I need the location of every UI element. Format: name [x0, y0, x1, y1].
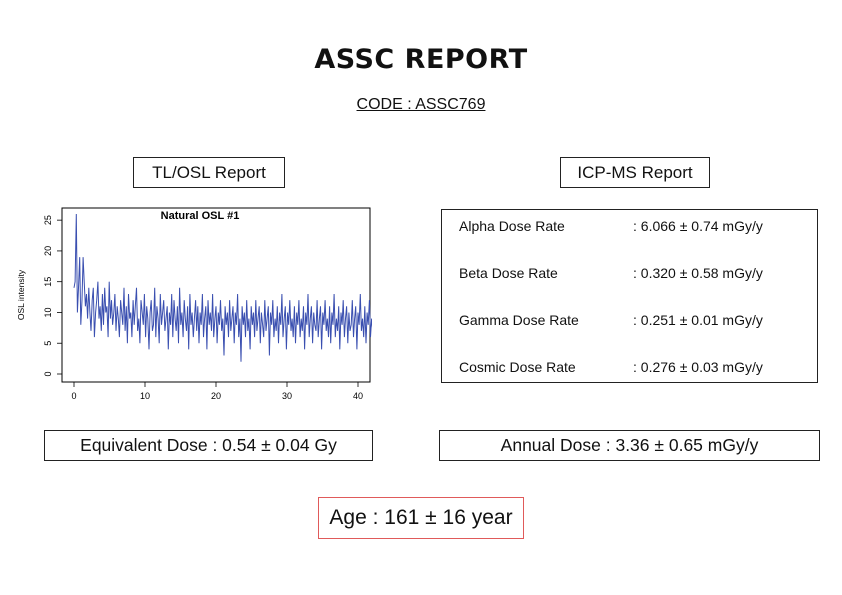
y-tick-label: 15 — [43, 277, 53, 287]
osl-chart: 0 5 10 15 20 25 0 10 20 30 40 OSL intensity Natural … — [16, 207, 372, 401]
rate-value: : 0.251 ± 0.01 mGy/y — [633, 312, 763, 328]
rate-label: Beta Dose Rate — [459, 265, 558, 281]
age-result: Age : 161 ± 16 year — [318, 497, 524, 539]
tl-osl-report-label: TL/OSL Report — [133, 157, 285, 188]
y-tick-label: 5 — [43, 341, 53, 346]
rate-value: : 0.276 ± 0.03 mGy/y — [633, 359, 763, 375]
icp-ms-report-label: ICP-MS Report — [560, 157, 710, 188]
x-tick-label: 30 — [282, 391, 292, 401]
rate-value: : 0.320 ± 0.58 mGy/y — [633, 265, 763, 281]
y-axis-label: OSL intensity — [16, 269, 26, 320]
rate-label: Gamma Dose Rate — [459, 312, 579, 328]
y-tick-label: 0 — [43, 371, 53, 376]
plot-frame — [61, 207, 371, 383]
y-tick-label: 20 — [43, 246, 53, 256]
icp-ms-dose-rates: Alpha Dose Rate : 6.066 ± 0.74 mGy/y Bet… — [441, 209, 818, 383]
y-tick-label: 25 — [43, 215, 53, 225]
annual-dose: Annual Dose : 3.36 ± 0.65 mGy/y — [439, 430, 820, 461]
rate-label: Cosmic Dose Rate — [459, 359, 576, 375]
rate-value: : 6.066 ± 0.74 mGy/y — [633, 218, 763, 234]
report-title: ASSC REPORT — [314, 44, 528, 75]
osl-series-line — [73, 213, 372, 362]
equivalent-dose: Equivalent Dose : 0.54 ± 0.04 Gy — [44, 430, 373, 461]
x-tick-label: 20 — [211, 391, 221, 401]
chart-title: Natural OSL #1 — [161, 210, 240, 222]
y-tick-label: 10 — [43, 307, 53, 317]
report-code: CODE : ASSC769 — [356, 96, 486, 113]
x-tick-label: 40 — [353, 391, 363, 401]
x-tick-label: 0 — [71, 391, 76, 401]
x-tick-label: 10 — [140, 391, 150, 401]
rate-label: Alpha Dose Rate — [459, 218, 565, 234]
